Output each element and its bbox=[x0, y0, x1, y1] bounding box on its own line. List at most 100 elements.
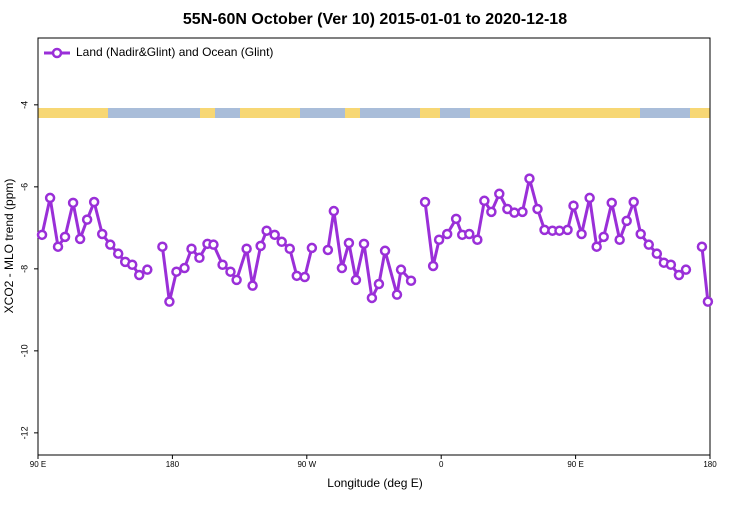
data-point bbox=[517, 206, 528, 218]
y-tick-label: -12 bbox=[19, 426, 29, 439]
data-point bbox=[373, 278, 385, 290]
data-point bbox=[299, 271, 310, 283]
y-tick-label: -6 bbox=[19, 183, 29, 191]
land-patch bbox=[200, 108, 215, 118]
data-point bbox=[562, 224, 573, 236]
data-point bbox=[328, 205, 340, 217]
x-tick-label: 180 bbox=[703, 460, 717, 469]
land-patch bbox=[470, 108, 640, 118]
data-point bbox=[532, 203, 543, 215]
data-point bbox=[231, 274, 242, 286]
data-point bbox=[208, 239, 219, 250]
data-point bbox=[702, 296, 714, 307]
data-point bbox=[112, 248, 124, 259]
data-point bbox=[336, 262, 348, 274]
data-point bbox=[59, 231, 71, 243]
legend-label: Land (Nadir&Glint) and Ocean (Glint) bbox=[76, 45, 273, 59]
y-tick-label: -4 bbox=[19, 101, 29, 109]
data-point bbox=[524, 173, 535, 184]
data-point bbox=[651, 248, 663, 259]
data-point bbox=[247, 280, 258, 291]
data-point bbox=[225, 266, 236, 277]
data-point bbox=[696, 241, 708, 252]
data-point bbox=[291, 270, 303, 282]
data-point bbox=[81, 214, 93, 225]
legend-marker bbox=[51, 47, 63, 59]
data-point bbox=[255, 240, 266, 252]
land-patch bbox=[345, 108, 360, 118]
data-point bbox=[628, 196, 639, 208]
data-point bbox=[419, 196, 431, 208]
data-point bbox=[105, 239, 116, 250]
data-point bbox=[261, 225, 272, 236]
data-point bbox=[350, 274, 362, 286]
x-tick-label: 180 bbox=[166, 460, 180, 469]
chart-title: 55N-60N October (Ver 10) 2015-01-01 to 2… bbox=[183, 11, 567, 28]
data-point bbox=[241, 243, 252, 255]
data-point bbox=[621, 215, 632, 227]
data-point bbox=[554, 225, 565, 236]
x-tick-label: 90 E bbox=[30, 460, 46, 469]
data-point bbox=[606, 197, 617, 209]
x-axis-label: Longitude (deg E) bbox=[327, 476, 422, 490]
data-point bbox=[427, 260, 439, 272]
data-point bbox=[635, 228, 646, 240]
data-point bbox=[450, 213, 462, 225]
data-point bbox=[217, 259, 228, 270]
data-point bbox=[186, 243, 197, 255]
data-point bbox=[322, 244, 334, 256]
data-point bbox=[591, 241, 602, 252]
data-point bbox=[269, 229, 280, 241]
data-point bbox=[44, 192, 56, 204]
data-point bbox=[126, 259, 138, 270]
data-point bbox=[576, 228, 587, 240]
land-patch bbox=[38, 108, 108, 118]
data-point bbox=[509, 207, 520, 218]
data-point bbox=[284, 243, 296, 255]
data-point bbox=[52, 241, 64, 252]
data-point bbox=[391, 289, 403, 300]
data-point bbox=[464, 228, 475, 240]
plot-frame bbox=[37, 37, 711, 456]
data-point bbox=[88, 196, 100, 208]
map-strip bbox=[38, 108, 710, 118]
x-tick-label: 0 bbox=[439, 460, 444, 469]
data-point bbox=[179, 262, 190, 274]
data-point bbox=[157, 241, 168, 252]
land-patch bbox=[240, 108, 300, 118]
data-point bbox=[164, 296, 175, 307]
data-point bbox=[96, 228, 108, 240]
data-point bbox=[395, 264, 407, 275]
land-patch bbox=[420, 108, 440, 118]
x-tick-label: 90 W bbox=[297, 460, 316, 469]
data-point bbox=[74, 233, 86, 245]
ocean-band bbox=[38, 108, 710, 118]
data-point bbox=[614, 234, 625, 245]
data-point bbox=[643, 239, 655, 250]
data-point bbox=[276, 236, 287, 248]
data-point bbox=[142, 264, 153, 275]
y-tick-label: -10 bbox=[19, 344, 29, 357]
data-point bbox=[405, 275, 417, 286]
data-point bbox=[472, 234, 483, 245]
data-point bbox=[433, 234, 445, 245]
data-point bbox=[680, 264, 692, 275]
data-point bbox=[441, 228, 453, 240]
data-point bbox=[665, 259, 677, 270]
data-point bbox=[366, 292, 378, 304]
data-point bbox=[598, 231, 609, 243]
data-point bbox=[494, 188, 505, 200]
y-tick-label: -8 bbox=[19, 265, 29, 273]
data-point bbox=[133, 269, 145, 281]
data-point bbox=[358, 238, 370, 250]
data-point bbox=[343, 237, 355, 249]
land-patch bbox=[690, 108, 710, 118]
data-point bbox=[673, 269, 685, 281]
data-point bbox=[67, 197, 79, 209]
data-point bbox=[584, 192, 595, 204]
data-point bbox=[306, 242, 318, 254]
data-point bbox=[479, 195, 490, 207]
data-point bbox=[36, 229, 48, 241]
